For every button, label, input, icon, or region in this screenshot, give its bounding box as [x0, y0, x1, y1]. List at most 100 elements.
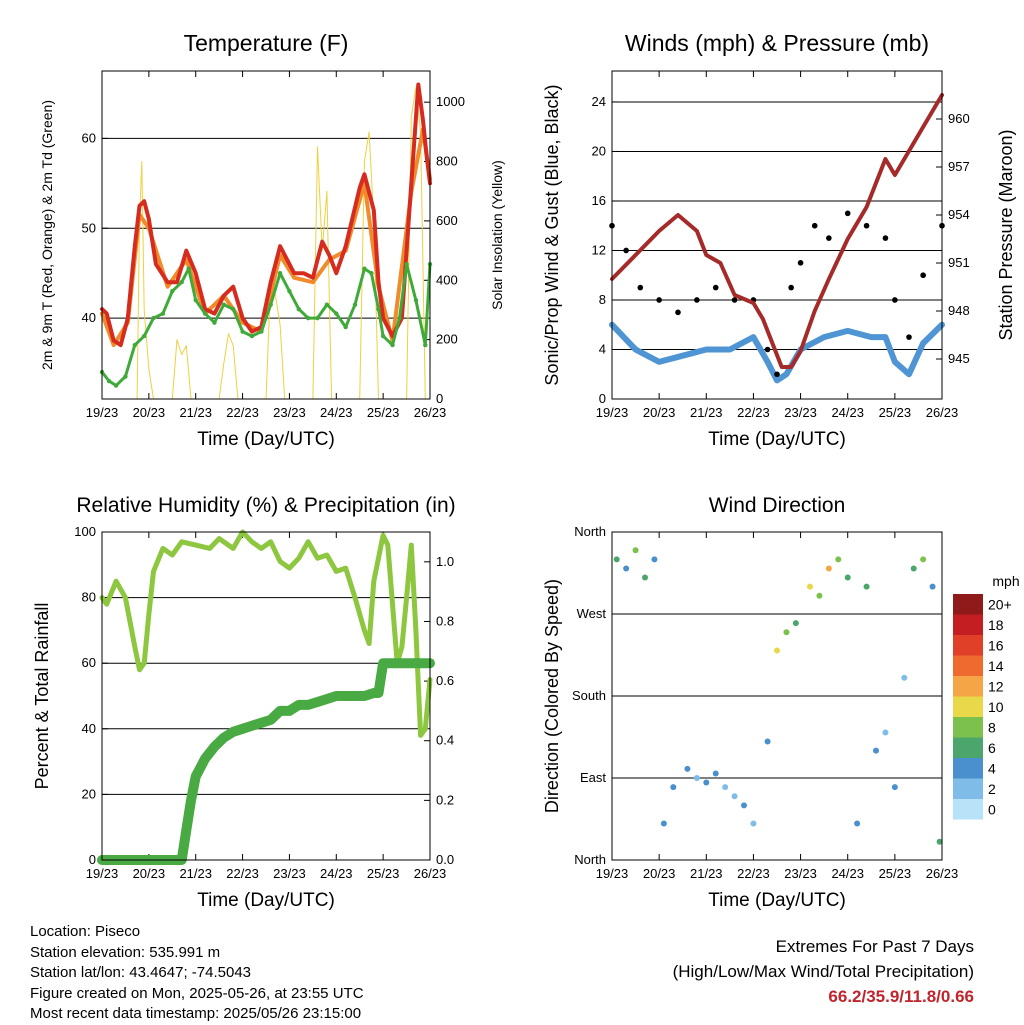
dewpoint-point — [240, 329, 245, 334]
direction-point — [863, 583, 870, 590]
y2-tick-label: 0.0 — [436, 852, 454, 867]
dewpoint-point — [305, 315, 311, 321]
legend-label: 16 — [988, 637, 1004, 653]
dewpoint-point — [287, 288, 292, 294]
legend-swatch — [953, 676, 983, 697]
y2-tick-label: 0 — [436, 391, 443, 406]
dewpoint-series — [100, 262, 432, 387]
gust-point — [892, 297, 898, 303]
dewpoint-point — [259, 329, 264, 334]
y-tick-label: 12 — [592, 242, 606, 257]
legend-label: 8 — [988, 719, 996, 735]
solar-series — [136, 86, 426, 400]
direction-point — [783, 629, 790, 636]
direction-point — [651, 556, 658, 563]
y2-tick-label: 1.0 — [436, 554, 454, 569]
dewpoint-point — [423, 342, 428, 348]
y2-tick-label: 951 — [948, 255, 970, 270]
gust-point — [797, 260, 804, 266]
legend-swatch — [953, 696, 983, 717]
direction-point — [910, 565, 917, 572]
y2-axis-label: Solar Insolation (Yellow) — [489, 160, 505, 310]
dewpoint-point — [212, 320, 217, 325]
dewpoint-point — [193, 297, 198, 303]
direction-point — [792, 620, 799, 627]
direction-point — [703, 779, 710, 786]
y2-tick-label: 0.4 — [436, 733, 454, 748]
gust-point — [712, 284, 719, 291]
y2-axis-label: Station Pressure (Maroon) — [996, 129, 1016, 340]
temp-9m-series — [100, 127, 432, 348]
extremes-values: 66.2/35.9/11.8/0.66 — [828, 987, 974, 1006]
x-tick-label: 21/23 — [690, 866, 723, 881]
y2-tick-label: 800 — [436, 154, 458, 169]
direction-point — [844, 574, 851, 581]
y2-tick-label: 1000 — [436, 94, 465, 109]
dewpoint-point — [202, 311, 208, 316]
station-latlon: Station lat/lon: 43.4647; -74.5043 — [30, 964, 252, 981]
x-tick-label: 19/23 — [86, 405, 119, 420]
x-tick-label: 24/23 — [831, 866, 864, 881]
y-tick-label: East — [580, 770, 606, 785]
dewpoint-point — [277, 270, 283, 276]
x-tick-label: 26/23 — [926, 405, 959, 420]
dewpoint-point — [141, 333, 147, 339]
direction-point — [920, 556, 927, 563]
y-tick-label: North — [574, 524, 606, 539]
x-tick-label: 20/23 — [643, 866, 676, 881]
dewpoint-point — [413, 297, 419, 303]
station-info: Location: Piseco Station elevation: 535.… — [30, 922, 364, 1025]
x-tick-label: 24/23 — [320, 405, 353, 420]
legend-swatch — [953, 778, 983, 799]
legend-title: mph — [992, 573, 1019, 589]
dewpoint-point — [404, 262, 409, 267]
gust-point — [675, 309, 681, 316]
gust-point — [906, 334, 912, 340]
x-tick-label: 20/23 — [133, 405, 166, 420]
direction-point — [807, 583, 813, 590]
x-tick-label: 23/23 — [273, 405, 306, 420]
x-tick-label: 25/23 — [367, 866, 400, 881]
station-location: Location: Piseco — [30, 923, 141, 940]
y-axis-label: Direction (Colored By Speed) — [542, 579, 562, 813]
gust-point — [920, 272, 926, 279]
dewpoint-point — [113, 383, 119, 388]
y2-tick-label: 0.2 — [436, 792, 454, 807]
legend-swatch — [953, 799, 983, 820]
x-axis-label: Time (Day/UTC) — [708, 429, 846, 450]
humidity-series — [99, 529, 433, 738]
direction-point — [731, 793, 738, 800]
direction-point — [891, 784, 898, 791]
chart-title: Winds (mph) & Pressure (mb) — [625, 30, 929, 56]
y-tick-label: West — [577, 606, 607, 621]
dewpoint-point — [343, 324, 348, 330]
x-tick-label: 22/23 — [226, 866, 259, 881]
y-tick-label: 16 — [592, 193, 606, 208]
y-tick-label: 20 — [592, 143, 606, 158]
dewpoint-point — [123, 374, 128, 379]
dewpoint-point — [170, 288, 175, 294]
y-tick-label: 20 — [82, 786, 96, 801]
dewpoint-point — [390, 342, 395, 348]
x-tick-label: 19/23 — [596, 866, 629, 881]
direction-point — [901, 674, 908, 681]
dewpoint-point — [160, 311, 166, 316]
gust-point — [731, 297, 738, 303]
x-tick-label: 19/23 — [86, 866, 119, 881]
x-tick-label: 21/23 — [690, 405, 723, 420]
y2-tick-label: 0.8 — [436, 613, 454, 628]
dewpoint-point — [376, 306, 381, 312]
legend-swatch — [953, 614, 983, 635]
x-tick-label: 20/23 — [133, 866, 166, 881]
legend-swatch — [953, 635, 983, 656]
direction-point — [693, 775, 700, 781]
x-tick-label: 25/23 — [367, 405, 400, 420]
direction-point — [623, 565, 630, 572]
y-axis-label: Percent & Total Rainfall — [32, 603, 52, 790]
legend-label: 0 — [988, 801, 996, 817]
x-tick-label: 25/23 — [879, 405, 912, 420]
x-tick-label: 25/23 — [879, 866, 912, 881]
dewpoint-point — [186, 266, 191, 271]
gust-point — [863, 222, 870, 229]
gust-point — [637, 284, 644, 291]
